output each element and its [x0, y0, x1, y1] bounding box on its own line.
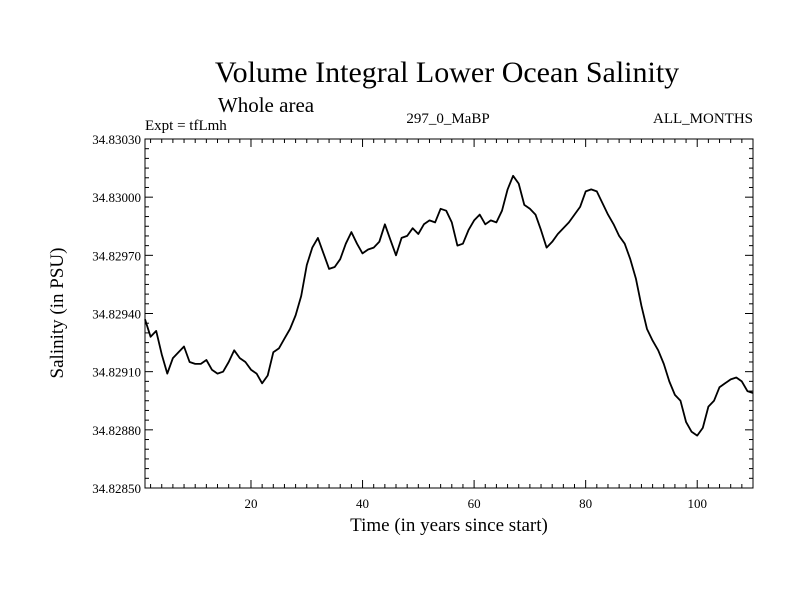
axis-ticks	[145, 138, 754, 489]
y-tick-label: 34.82940	[92, 307, 141, 322]
y-tick-label: 34.82850	[92, 481, 141, 496]
chart-subtitle: Whole area	[218, 93, 315, 117]
x-tick-label: 80	[579, 496, 592, 511]
months-label: ALL_MONTHS	[653, 111, 753, 127]
y-tick-label: 34.82880	[92, 423, 141, 438]
series-line-salinity	[144, 174, 754, 437]
x-axis-label: Time (in years since start)	[350, 515, 548, 536]
y-axis-label: Salinity (in PSU)	[47, 248, 68, 379]
plot-frame	[144, 138, 754, 489]
y-tick-label: 34.82910	[92, 365, 141, 380]
series-group	[144, 174, 754, 437]
y-tick-label: 34.82970	[92, 248, 141, 263]
x-tick-label: 40	[356, 496, 369, 511]
experiment-label: Expt = tfLmh	[145, 118, 227, 134]
chart-title: Volume Integral Lower Ocean Salinity	[215, 56, 679, 89]
y-tick-label: 34.83000	[92, 190, 141, 205]
x-tick-label: 100	[687, 496, 707, 511]
tick-labels: 20 40 60 80 100 34.82850 34.82880 34.82910 34.82…	[92, 132, 707, 511]
x-tick-label: 60	[468, 496, 481, 511]
y-tick-label: 34.83030	[92, 132, 141, 147]
x-tick-label: 20	[244, 496, 257, 511]
run-id-label: 297_0_MaBP	[406, 111, 489, 127]
